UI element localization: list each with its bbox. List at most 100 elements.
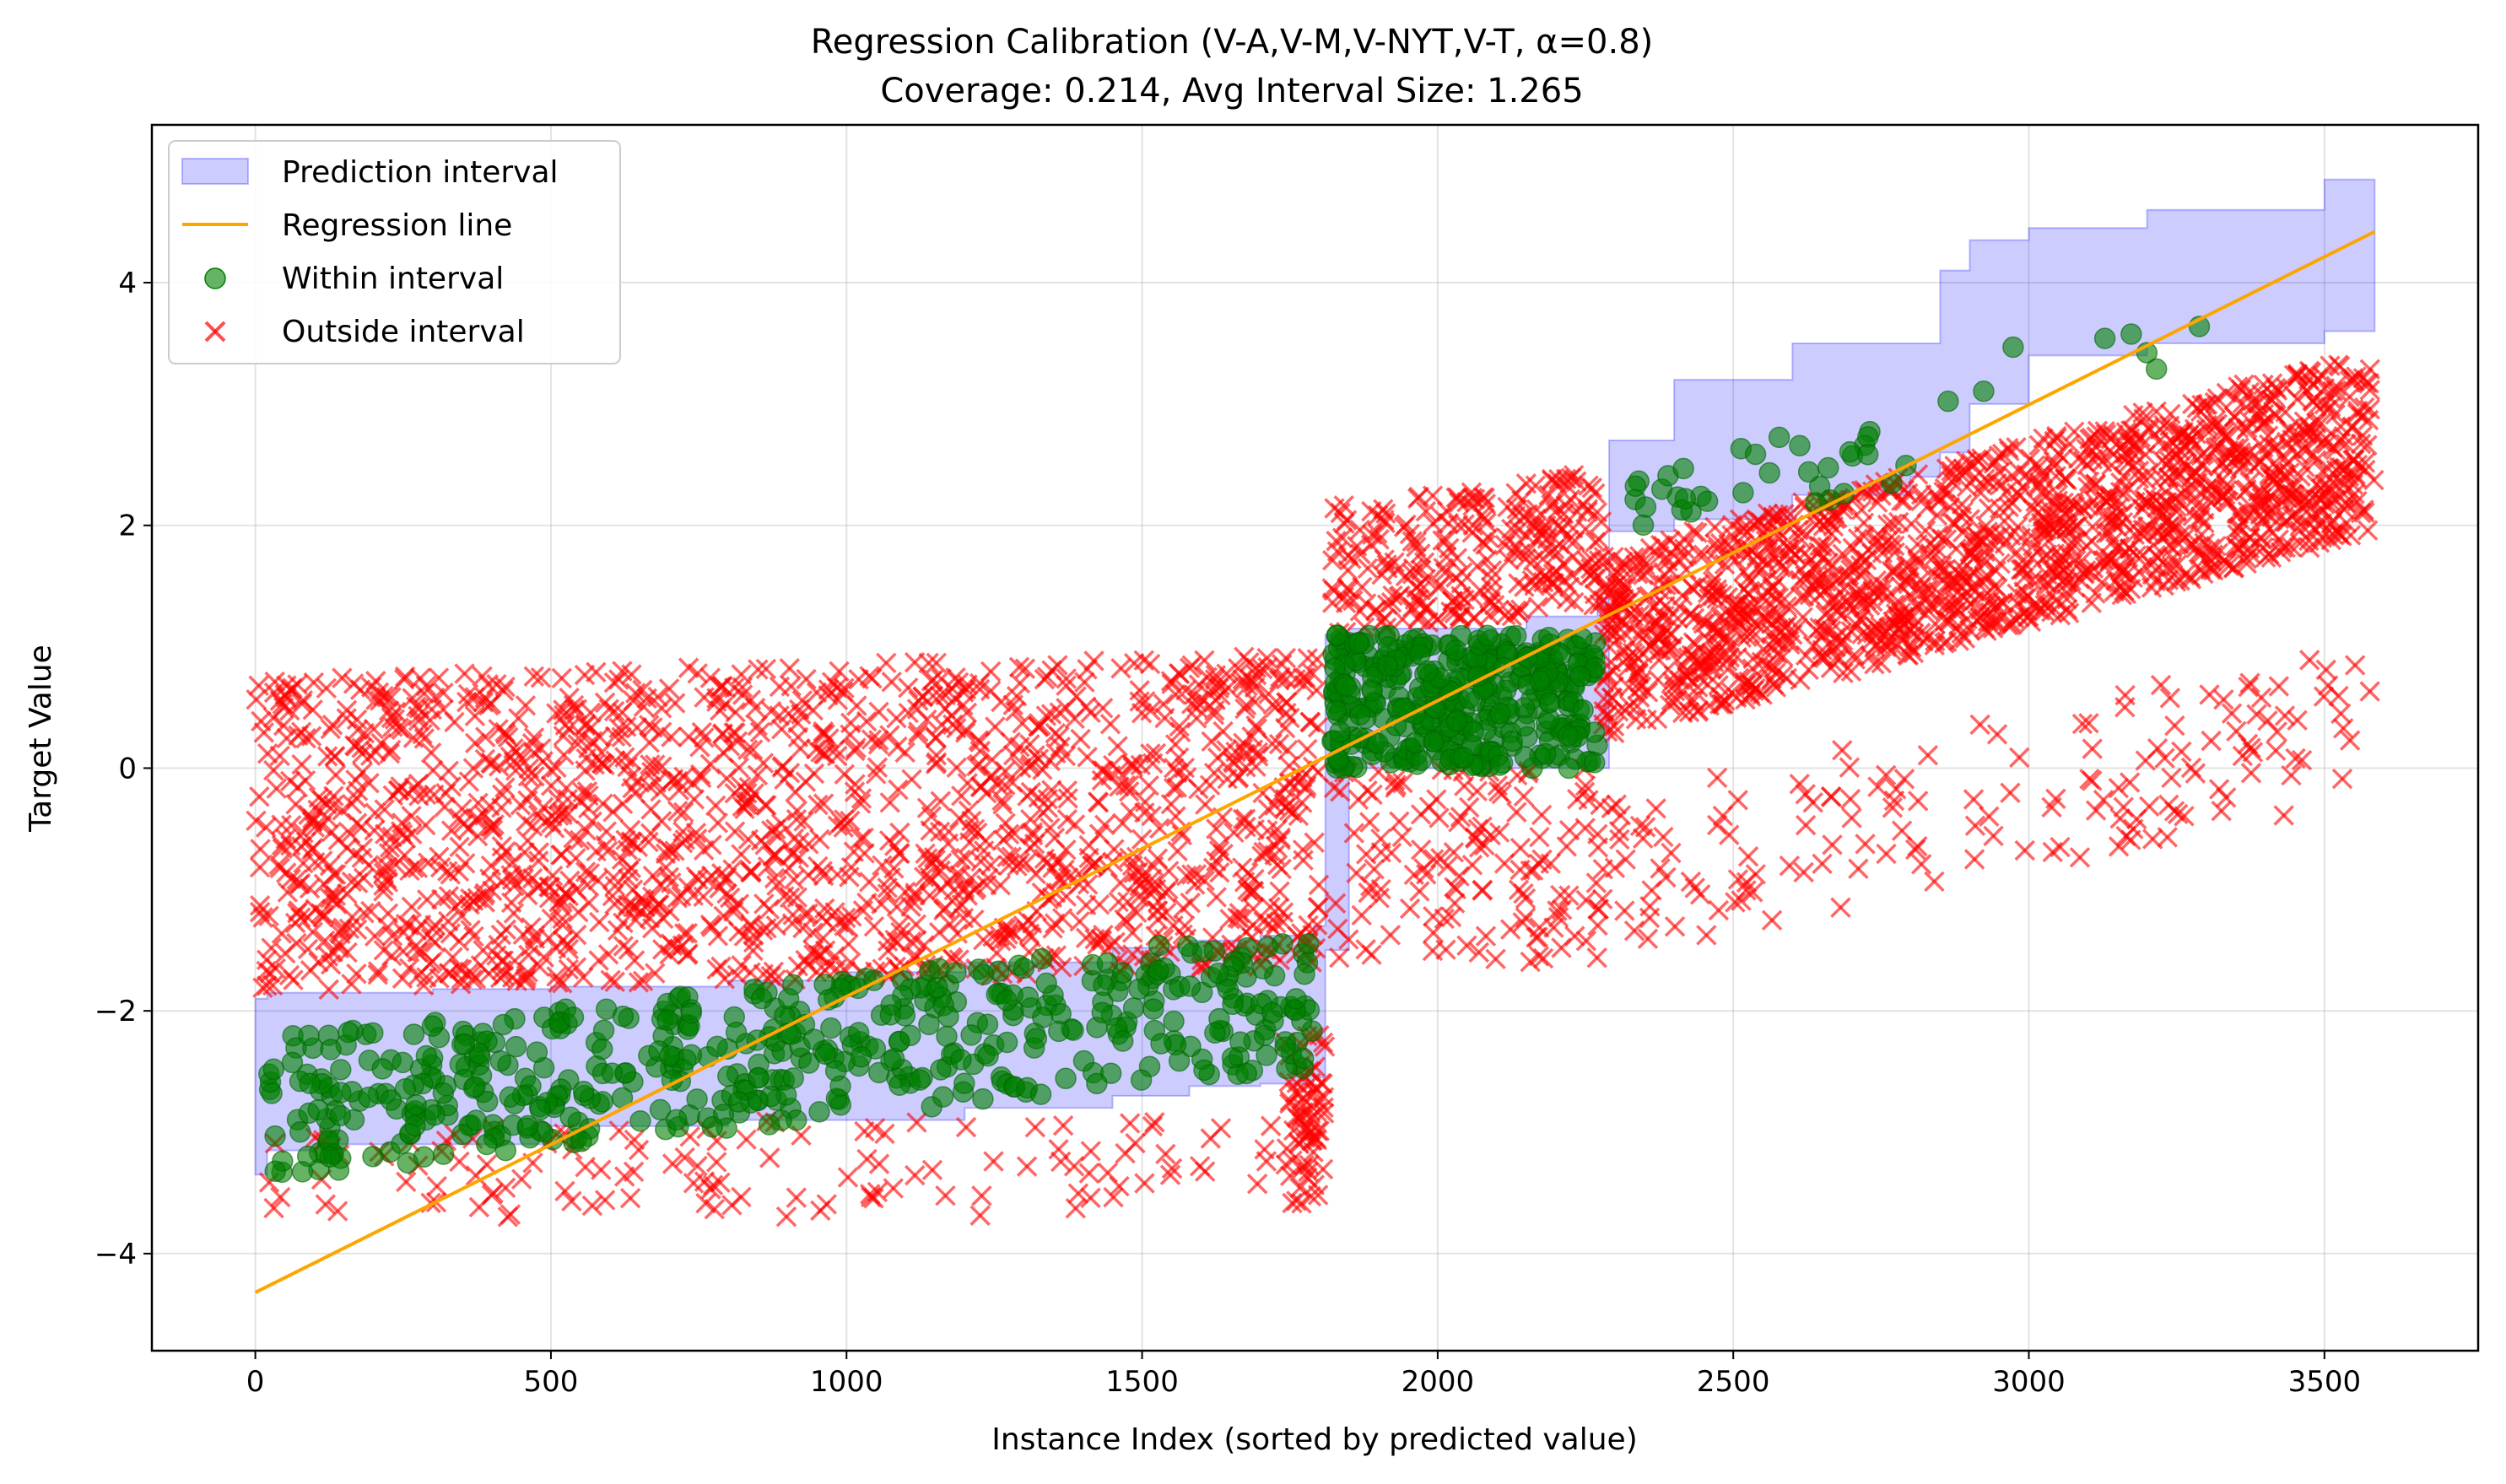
y-tick-label: 0 bbox=[118, 752, 137, 785]
outside-point bbox=[850, 793, 872, 814]
outside-point bbox=[392, 968, 413, 989]
outside-point bbox=[257, 742, 278, 764]
outside-point bbox=[625, 909, 646, 931]
within-point bbox=[909, 1069, 932, 1091]
within-point bbox=[432, 1143, 455, 1165]
outside-point bbox=[1064, 814, 1086, 835]
within-point bbox=[1361, 680, 1383, 702]
outside-point bbox=[772, 755, 793, 777]
outside-point bbox=[1268, 733, 1290, 755]
outside-point bbox=[597, 840, 618, 862]
outside-point bbox=[877, 877, 898, 898]
within-point bbox=[415, 1044, 438, 1067]
outside-point bbox=[1266, 913, 1287, 934]
outside-point bbox=[1030, 715, 1051, 737]
within-point bbox=[1538, 692, 1561, 714]
outside-point bbox=[564, 699, 585, 720]
outside-interval-points bbox=[246, 354, 2384, 1228]
outside-point bbox=[552, 804, 573, 825]
within-point bbox=[402, 1023, 425, 1045]
outside-point bbox=[435, 782, 456, 804]
outside-point bbox=[316, 677, 338, 699]
within-point bbox=[1091, 1001, 1113, 1024]
outside-point bbox=[317, 946, 339, 967]
outside-point bbox=[856, 710, 878, 732]
within-point bbox=[727, 1091, 750, 1113]
outside-point bbox=[1084, 928, 1105, 950]
legend: Prediction interval Regression line With… bbox=[168, 140, 621, 364]
within-point bbox=[330, 1082, 352, 1104]
within-point bbox=[665, 1109, 688, 1131]
outside-point bbox=[304, 817, 326, 838]
within-point bbox=[1404, 732, 1427, 754]
outside-point bbox=[747, 764, 769, 786]
outside-point bbox=[959, 832, 980, 853]
outside-point bbox=[464, 705, 486, 726]
outside-point bbox=[530, 666, 552, 688]
outside-point bbox=[457, 683, 479, 705]
outside-point bbox=[1114, 909, 1135, 931]
outside-point bbox=[412, 723, 433, 745]
within-point bbox=[1030, 947, 1053, 970]
within-point bbox=[1148, 959, 1169, 982]
within-point bbox=[298, 1024, 320, 1047]
outside-point bbox=[690, 767, 712, 789]
outside-point bbox=[1256, 647, 1277, 669]
outside-point bbox=[491, 959, 512, 981]
outside-point bbox=[1269, 881, 1290, 902]
within-point bbox=[281, 1051, 304, 1074]
within-point bbox=[338, 1021, 359, 1044]
within-point bbox=[307, 1098, 329, 1121]
outside-point bbox=[672, 801, 694, 823]
outside-point bbox=[628, 972, 650, 993]
within-point bbox=[1452, 747, 1475, 769]
outside-point bbox=[995, 812, 1016, 834]
within-point bbox=[1817, 456, 1839, 479]
within-point bbox=[572, 1081, 595, 1103]
outside-point bbox=[486, 945, 507, 966]
outside-point bbox=[419, 953, 440, 974]
outside-point bbox=[790, 738, 811, 759]
outside-point bbox=[673, 766, 694, 788]
outside-point bbox=[1304, 832, 1325, 853]
outside-point bbox=[552, 801, 573, 823]
outside-point bbox=[505, 760, 527, 781]
outside-point bbox=[1070, 728, 1091, 750]
outside-point bbox=[295, 727, 316, 749]
within-point bbox=[850, 1045, 872, 1068]
within-point bbox=[1973, 380, 1995, 402]
within-point bbox=[759, 1085, 782, 1108]
within-point bbox=[1032, 1006, 1054, 1028]
outside-point bbox=[731, 664, 752, 685]
within-point bbox=[1744, 443, 1767, 466]
outside-point bbox=[813, 793, 834, 814]
outside-point bbox=[299, 877, 321, 899]
within-point bbox=[758, 1114, 780, 1136]
outside-point bbox=[969, 740, 991, 762]
y-tick-label: 2 bbox=[118, 510, 137, 543]
within-point bbox=[1569, 665, 1591, 688]
within-point bbox=[476, 1133, 498, 1156]
within-point bbox=[1179, 975, 1202, 997]
outside-point bbox=[318, 979, 339, 1001]
within-point bbox=[1335, 675, 1358, 698]
outside-point bbox=[1148, 909, 1169, 931]
outside-point bbox=[699, 914, 721, 936]
within-point bbox=[1168, 1050, 1191, 1072]
outside-point bbox=[433, 699, 454, 720]
outside-point bbox=[482, 819, 504, 841]
within-point bbox=[319, 1146, 341, 1168]
outside-point bbox=[625, 683, 646, 704]
within-point bbox=[1347, 632, 1369, 655]
outside-point bbox=[521, 732, 543, 754]
outside-point bbox=[1040, 818, 1061, 839]
outside-point bbox=[588, 950, 609, 971]
outside-point bbox=[517, 830, 538, 851]
within-point bbox=[888, 1074, 910, 1096]
outside-point bbox=[843, 841, 865, 862]
outside-point bbox=[1169, 663, 1191, 685]
within-point bbox=[1297, 932, 1320, 955]
within-point bbox=[591, 1038, 613, 1060]
outside-point bbox=[572, 782, 593, 803]
within-point bbox=[1558, 757, 1580, 780]
